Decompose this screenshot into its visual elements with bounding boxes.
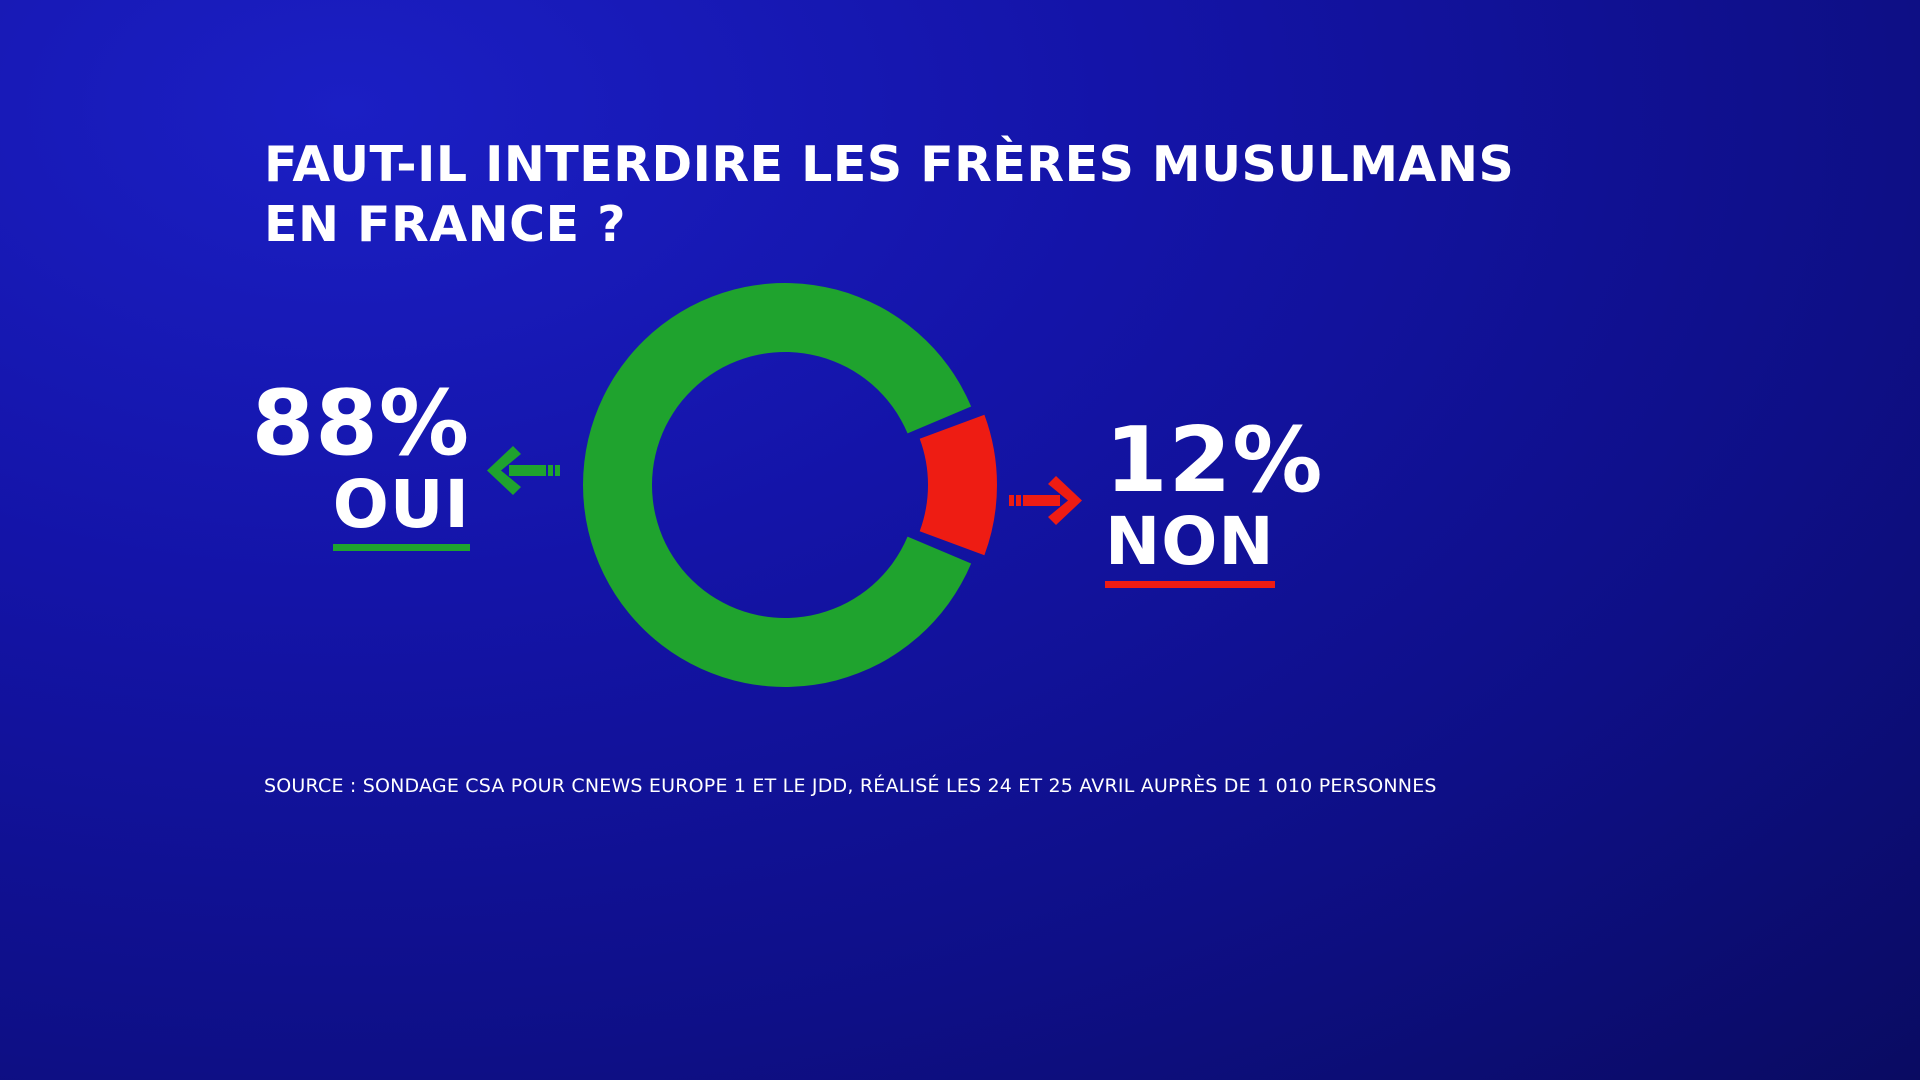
donut-slice-oui xyxy=(583,283,972,687)
arrow-left-icon-shape xyxy=(487,446,560,495)
yes-percent-label: 88% xyxy=(251,371,470,476)
arrow-right-icon-shape xyxy=(1009,476,1082,525)
no-answer-label: NON xyxy=(1105,507,1275,588)
no-label-group: 12% NON xyxy=(1105,415,1365,588)
donut-slice-non xyxy=(919,414,997,556)
chart-title: FAUT-IL INTERDIRE LES FRÈRES MUSULMANS E… xyxy=(264,135,1564,255)
donut-chart xyxy=(583,283,997,687)
chart-title-line-2: EN FRANCE ? xyxy=(264,196,627,253)
yes-label-group: 88% OUI xyxy=(230,378,470,551)
arrow-left-icon xyxy=(487,446,560,495)
chart-title-line-1: FAUT-IL INTERDIRE LES FRÈRES MUSULMANS xyxy=(264,136,1515,193)
yes-answer-label: OUI xyxy=(332,470,470,551)
no-percent-label: 12% xyxy=(1105,408,1324,513)
arrow-right-icon xyxy=(1009,476,1082,525)
source-note: SOURCE : SONDAGE CSA POUR CNEWS EUROPE 1… xyxy=(264,775,1437,797)
